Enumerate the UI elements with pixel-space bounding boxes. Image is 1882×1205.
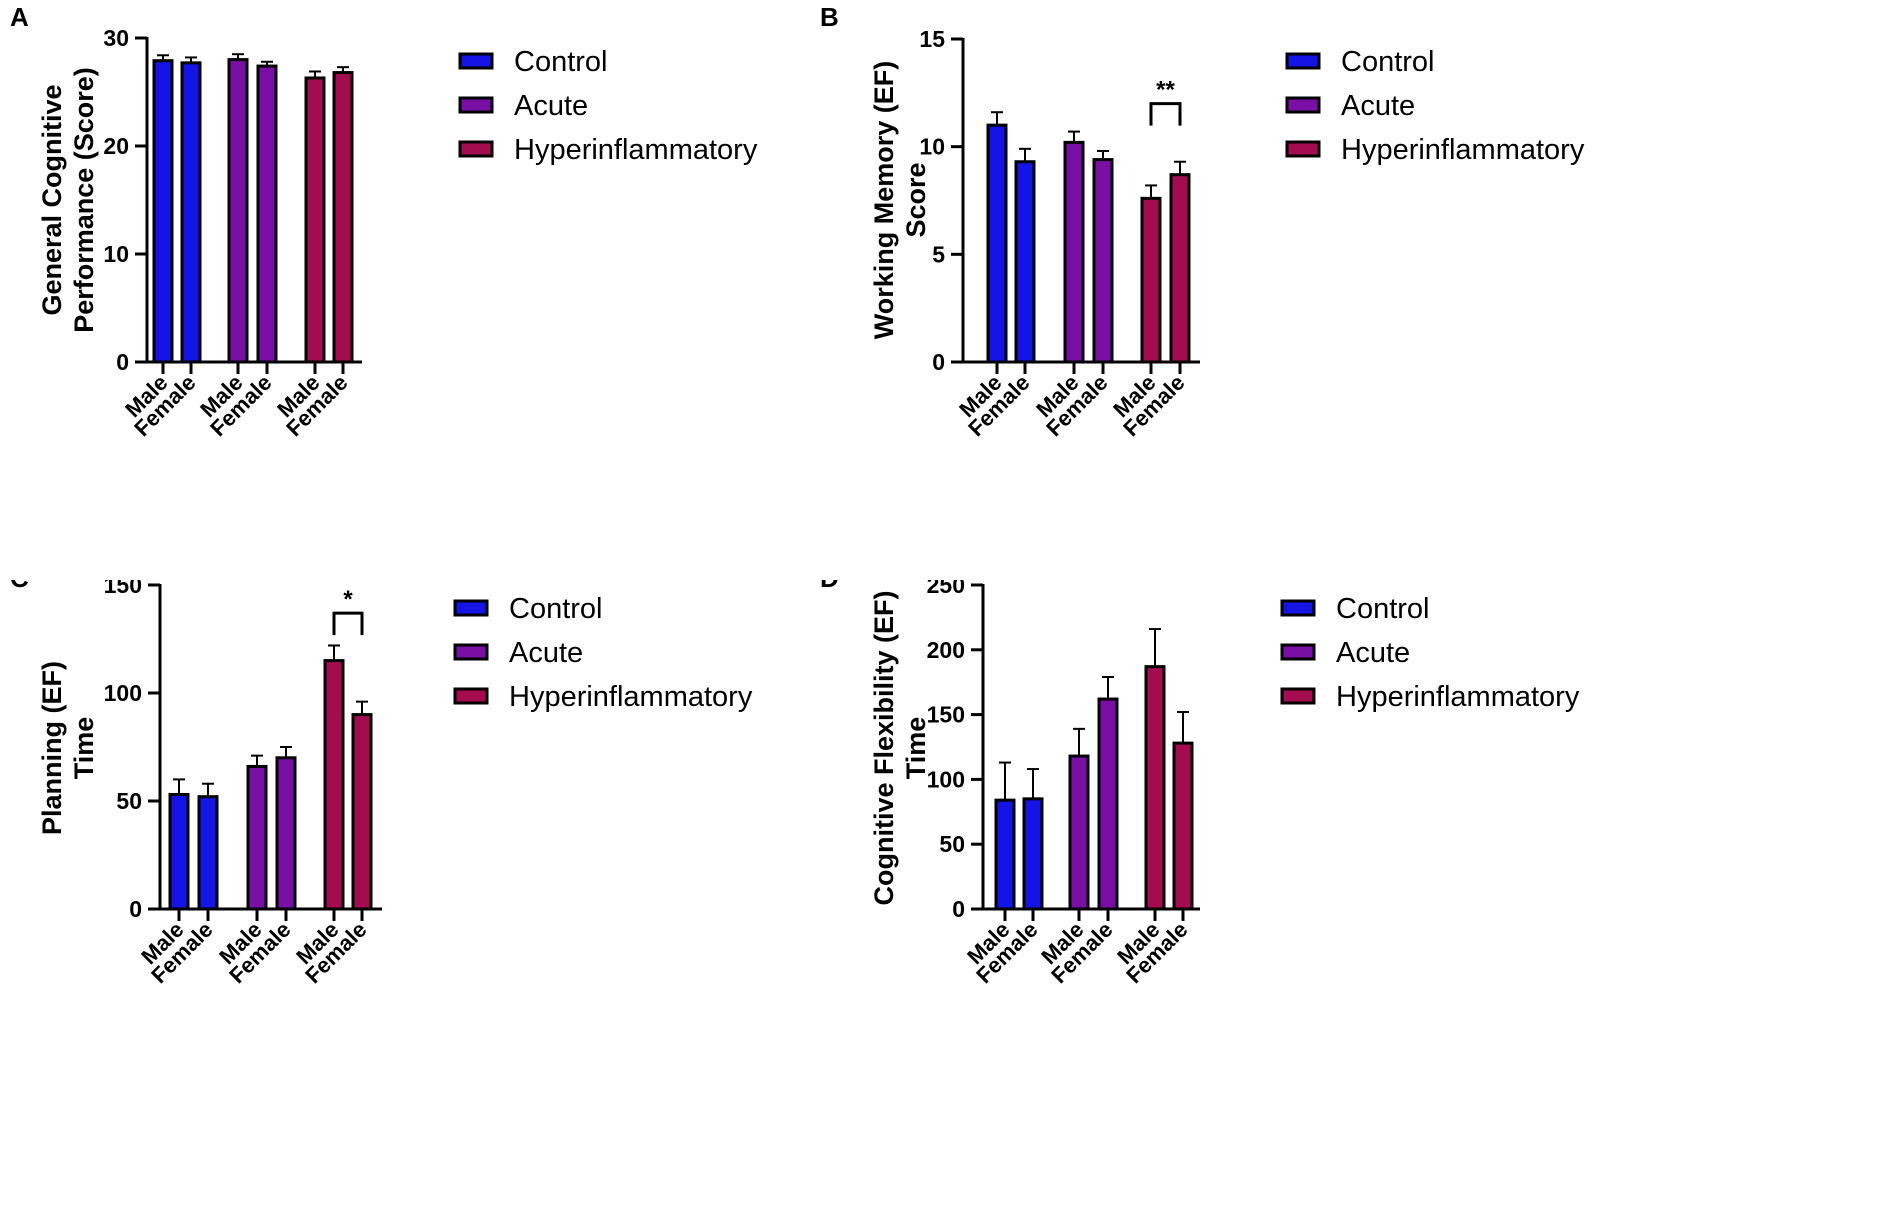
bar	[1063, 140, 1085, 364]
panel-a: A 0 10 20 30 General Cognitive Performance (Sc…	[0, 0, 941, 602]
bar	[351, 713, 373, 911]
legend-label-acute: Acute	[509, 637, 583, 669]
bar	[1169, 173, 1191, 364]
y-tick-label: 10	[919, 134, 945, 160]
y-tick-label: 50	[116, 788, 142, 814]
bar	[1014, 160, 1036, 364]
legend-label-control: Control	[514, 46, 608, 78]
panel-letter: A	[10, 2, 29, 32]
panel-c-group: C050100150Planning (EF)TimeMaleFemaleMal…	[10, 580, 753, 988]
bar	[1140, 196, 1162, 364]
y-axis-title-line: Performance (Score)	[69, 67, 99, 333]
chart-svg-c: C050100150Planning (EF)TimeMaleFemaleMal…	[10, 580, 753, 988]
panel-letter: B	[821, 2, 839, 32]
legend-swatch-acute	[458, 96, 494, 114]
legend-swatch-acute	[1285, 96, 1321, 114]
y-tick-label: 150	[927, 702, 965, 728]
bar	[152, 59, 174, 364]
legend-swatch-control	[1280, 599, 1316, 617]
bar	[1172, 741, 1194, 911]
y-axis-title-line: Planning (EF)	[37, 661, 67, 835]
bar	[1068, 754, 1090, 911]
bar	[246, 764, 268, 911]
legend-label-control: Control	[509, 593, 603, 625]
bar	[1092, 158, 1114, 364]
bar	[275, 756, 297, 911]
y-axis-title: General Cognitive Performance (Score)	[37, 67, 99, 333]
y-tick-label: 10	[103, 241, 129, 267]
y-tick-label: 100	[927, 766, 965, 792]
y-axis-title: Planning (EF) Time	[37, 661, 99, 835]
bar	[256, 64, 278, 364]
bar	[197, 795, 219, 911]
bar	[994, 798, 1016, 911]
y-tick-label: 30	[103, 25, 129, 51]
y-tick-label: 250	[927, 580, 965, 598]
panel-letter: C	[10, 580, 29, 593]
y-axis-title-line: Cognitive Flexibility (EF)	[869, 590, 899, 905]
bar	[1144, 665, 1166, 911]
bar	[1097, 697, 1119, 911]
bar	[304, 76, 326, 364]
legend-label-hyperinflammatory: Hyperinflammatory	[514, 134, 758, 166]
significance-label: **	[1156, 77, 1175, 104]
y-axis-title: Cognitive Flexibility (EF) Time	[869, 590, 931, 905]
legend-swatch-acute	[1280, 643, 1316, 661]
y-tick-label: 0	[116, 349, 129, 375]
y-tick-label: 0	[129, 896, 142, 922]
legend-label-control: Control	[1336, 593, 1430, 625]
legend-label-hyperinflammatory: Hyperinflammatory	[1336, 681, 1580, 713]
y-tick-label: 50	[939, 831, 965, 857]
y-axis-title-line: Score	[901, 162, 931, 237]
legend-label-hyperinflammatory: Hyperinflammatory	[1341, 134, 1585, 166]
legend-swatch-hyperinflammatory	[1280, 687, 1316, 705]
bar	[180, 61, 202, 364]
y-tick-label: 0	[932, 349, 945, 375]
y-axis-title-line: Working Memory (EF)	[869, 61, 899, 340]
y-tick-label: 150	[104, 580, 142, 598]
legend-label-control: Control	[1341, 46, 1435, 78]
significance-bracket	[332, 611, 364, 636]
y-axis-title-line: General Cognitive	[37, 84, 67, 315]
legend-swatch-control	[458, 52, 494, 70]
bar	[168, 793, 190, 911]
legend-swatch-hyperinflammatory	[458, 140, 494, 158]
legend-label-acute: Acute	[1341, 90, 1415, 122]
legend-label-acute: Acute	[514, 90, 588, 122]
panel-c: C050100150Planning (EF)TimeMaleFemaleMal…	[0, 580, 941, 1182]
legend-swatch-control	[453, 599, 489, 617]
legend-swatch-acute	[453, 643, 489, 661]
bar	[1022, 797, 1044, 911]
y-tick-label: 20	[103, 133, 129, 159]
bar	[332, 71, 354, 364]
significance-label: *	[343, 586, 353, 613]
bar	[986, 123, 1008, 364]
y-tick-label: 0	[952, 896, 965, 922]
bar	[323, 659, 345, 911]
legend-swatch-hyperinflammatory	[1285, 140, 1321, 158]
legend-swatch-control	[1285, 52, 1321, 70]
panel-d-group: D050100150200250Cognitive Flexibility (E…	[821, 580, 1580, 988]
legend-label-acute: Acute	[1336, 637, 1410, 669]
y-axis-title-line: Time	[901, 717, 931, 780]
panel-letter: D	[821, 580, 839, 593]
legend-swatch-hyperinflammatory	[453, 687, 489, 705]
bar	[227, 58, 249, 364]
y-tick-label: 100	[104, 680, 142, 706]
y-tick-label: 5	[932, 241, 945, 267]
y-tick-label: 200	[927, 637, 965, 663]
significance-bracket	[1149, 102, 1182, 126]
y-tick-label: 15	[919, 26, 945, 52]
y-axis-title-line: Time	[69, 717, 99, 780]
chart-svg-d: D050100150200250Cognitive Flexibility (E…	[821, 580, 1580, 988]
legend-label-hyperinflammatory: Hyperinflammatory	[509, 681, 753, 713]
panel-b: B 0 5 10 15 Working Memory (EF) Score Male Femal…	[821, 0, 1762, 602]
y-axis-title: Working Memory (EF) Score	[869, 61, 931, 340]
panel-d: D050100150200250Cognitive Flexibility (E…	[821, 580, 1762, 1182]
